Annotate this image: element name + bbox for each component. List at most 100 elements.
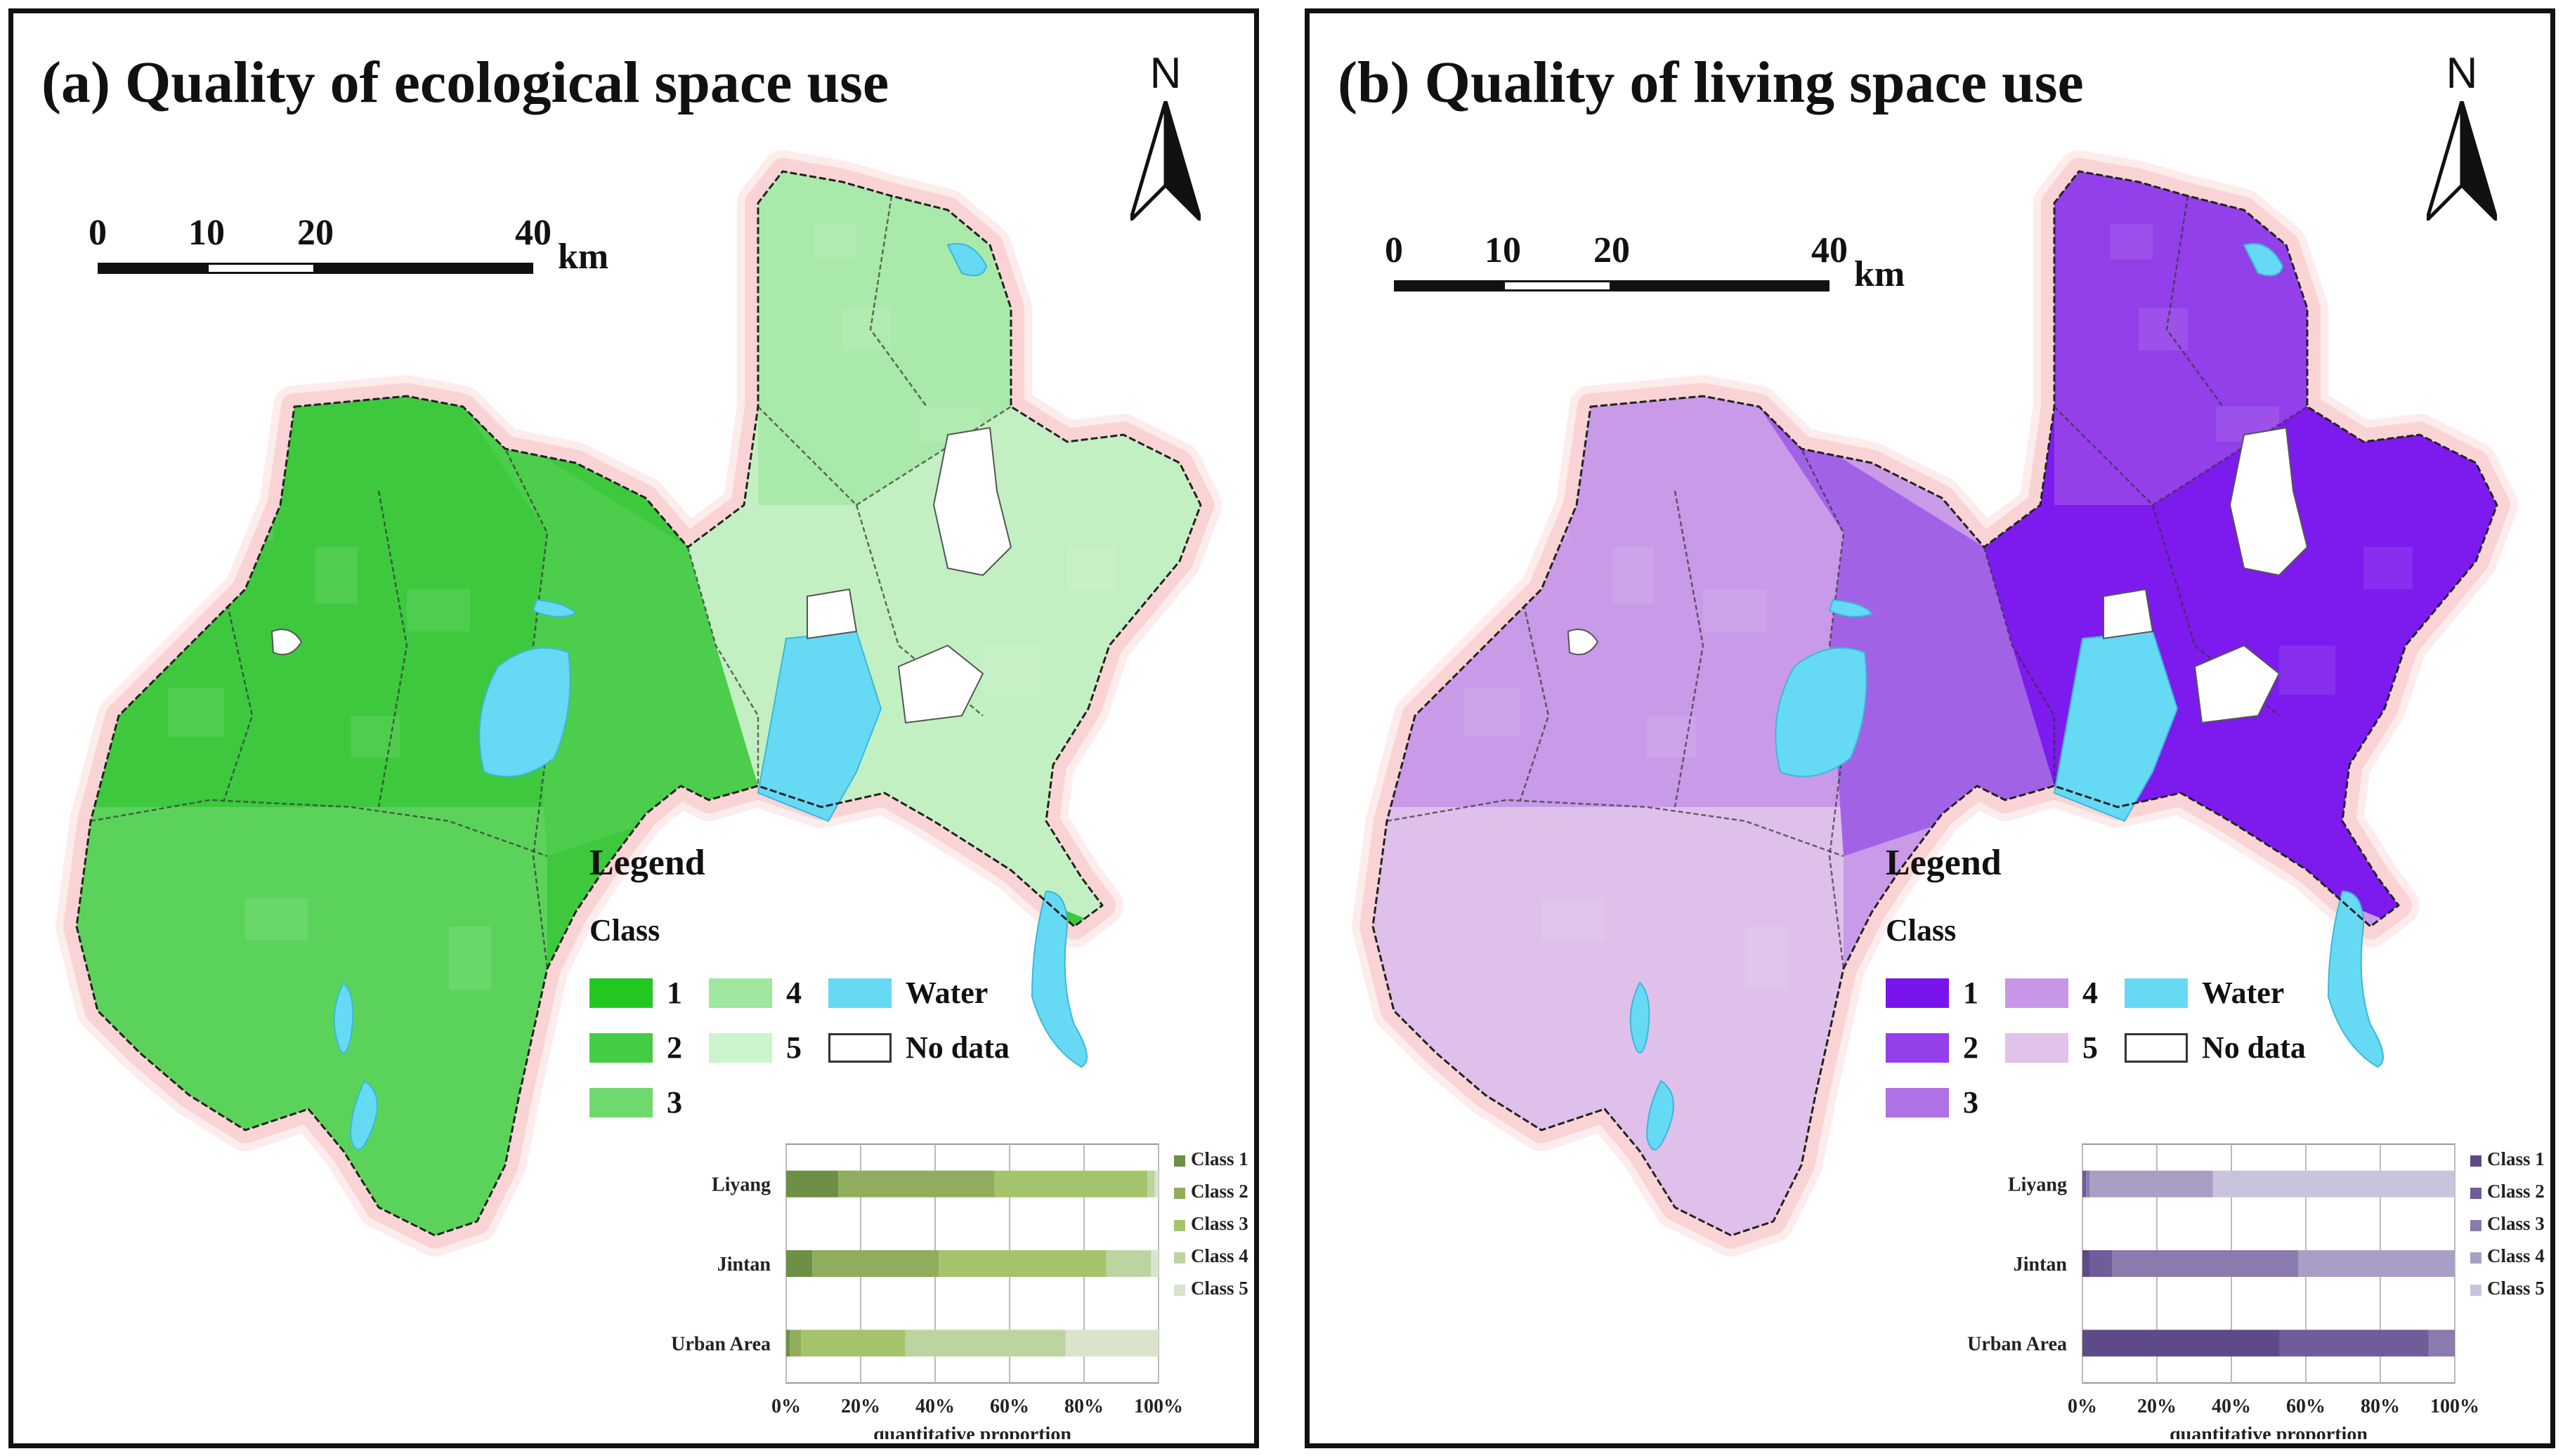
mosaic-patch xyxy=(842,308,892,350)
legend-swatch xyxy=(828,978,892,1008)
legend-swatch xyxy=(709,1033,772,1063)
bar-segment xyxy=(1151,1250,1159,1277)
scale-segment xyxy=(1394,280,1503,291)
district-boundary xyxy=(1519,589,1550,801)
x-tick-label: 80% xyxy=(2361,1396,2400,1417)
x-axis-label: quantitative proportion xyxy=(2170,1424,2368,1439)
bar-segment xyxy=(2089,1250,2113,1277)
chart-legend-label: Class 1 xyxy=(2487,1148,2545,1169)
river-outlet xyxy=(2327,890,2384,1068)
mosaic-patch xyxy=(983,645,1039,695)
district-boundary xyxy=(869,195,928,407)
legend-swatch xyxy=(2125,1033,2188,1063)
x-tick-label: 60% xyxy=(990,1396,1029,1417)
legend-swatch xyxy=(1886,1088,1949,1117)
mosaic-patch xyxy=(1464,688,1520,737)
legend-swatch xyxy=(589,1033,653,1063)
district-boundary xyxy=(223,589,254,801)
bar-segment xyxy=(905,1330,1066,1357)
no-data-center xyxy=(2103,588,2154,640)
map-legend: Legend Class 1 2 3 4 5 Water No data xyxy=(1886,842,2392,1137)
legend-label: 1 xyxy=(667,976,682,1010)
legend-swatch xyxy=(709,978,772,1008)
bar-segment xyxy=(790,1330,802,1357)
scale-segment xyxy=(98,263,207,274)
legend-label: 3 xyxy=(1963,1085,1978,1120)
x-tick-label: 100% xyxy=(2430,1396,2479,1417)
scale-tick: 20 xyxy=(1593,230,1630,270)
x-tick-label: 80% xyxy=(1064,1396,1104,1417)
mosaic-patch xyxy=(1703,589,1766,631)
x-tick-label: 100% xyxy=(1134,1396,1183,1417)
lake-changdang xyxy=(757,630,882,822)
north-label: N xyxy=(2446,49,2478,98)
bar-segment xyxy=(786,1170,839,1198)
chart-legend-label: Class 2 xyxy=(1191,1181,1248,1202)
legend-label: 1 xyxy=(1963,976,1978,1010)
category-label: Liyang xyxy=(2008,1174,2067,1196)
bar-segment xyxy=(939,1250,1107,1277)
legend-label: 2 xyxy=(1963,1030,1978,1065)
reservoir-south xyxy=(333,981,378,1150)
chart-legend-swatch xyxy=(1174,1188,1185,1199)
x-tick-label: 20% xyxy=(841,1396,880,1417)
category-label: Urban Area xyxy=(1967,1333,2067,1355)
no-data-east xyxy=(897,644,984,724)
panel-title: (b) Quality of living space use xyxy=(1338,50,2084,115)
x-tick-label: 60% xyxy=(2286,1396,2326,1417)
bar-segment xyxy=(2112,1250,2299,1277)
scale-segment xyxy=(1503,280,1612,291)
north-label: N xyxy=(1149,49,1182,98)
mosaic-patch xyxy=(407,589,470,631)
legend-swatch xyxy=(1886,978,1949,1008)
district-boundary xyxy=(1759,406,1845,969)
mosaic-patch xyxy=(449,926,491,990)
bar-segment xyxy=(2082,1250,2090,1277)
scale-bar: 0 10 20 40 km xyxy=(89,206,632,305)
chart-legend-label: Class 5 xyxy=(2487,1278,2545,1299)
bar-segment xyxy=(812,1250,939,1277)
mosaic-patch xyxy=(351,716,400,758)
mosaic-patch xyxy=(2279,645,2335,695)
no-data-urban xyxy=(932,426,1012,577)
bar-segment xyxy=(786,1250,813,1277)
district-boundary xyxy=(1983,546,2056,786)
mosaic-patch xyxy=(2139,308,2188,350)
legend-label: No data xyxy=(906,1030,1010,1065)
legend-swatch xyxy=(589,978,653,1008)
district-boundary xyxy=(1674,490,1704,808)
district-boundary xyxy=(377,490,408,808)
chart-legend-swatch xyxy=(1174,1252,1185,1264)
district-boundary xyxy=(1386,799,1844,858)
x-tick-label: 20% xyxy=(2137,1396,2177,1417)
chart-legend-label: Class 3 xyxy=(1191,1213,1248,1234)
legend-label: 4 xyxy=(2082,976,2098,1010)
legend-label: Water xyxy=(2202,976,2285,1010)
scale-tick: 0 xyxy=(89,213,107,253)
category-label: Liyang xyxy=(712,1174,771,1196)
chart-legend-label: Class 4 xyxy=(1191,1245,1248,1266)
bar-segment xyxy=(2212,1170,2455,1198)
legend-label: 3 xyxy=(667,1085,682,1120)
legend-swatch xyxy=(2125,978,2188,1008)
mosaic-patch xyxy=(1541,898,1605,940)
chart-legend-label: Class 4 xyxy=(2487,1245,2545,1266)
bar-segment xyxy=(1065,1330,1159,1357)
bar-segment xyxy=(1154,1170,1159,1198)
x-tick-label: 40% xyxy=(2212,1396,2251,1417)
scale-segment xyxy=(207,263,315,274)
bar-segment xyxy=(2089,1170,2213,1198)
scale-tick: 40 xyxy=(515,213,552,253)
no-data-center xyxy=(807,588,858,640)
bar-segment xyxy=(801,1330,906,1357)
scale-tick: 40 xyxy=(1811,230,1848,270)
chart-legend-swatch xyxy=(2470,1188,2481,1199)
district-boundary xyxy=(90,799,548,858)
legend-label: 2 xyxy=(667,1030,682,1065)
bar-segment xyxy=(2428,1330,2455,1357)
bar-segment xyxy=(994,1170,1148,1198)
legend-label: Water xyxy=(906,976,989,1010)
scale-tick: 10 xyxy=(188,213,225,253)
no-data-west xyxy=(270,629,303,655)
chart-legend-label: Class 3 xyxy=(2487,1213,2545,1234)
